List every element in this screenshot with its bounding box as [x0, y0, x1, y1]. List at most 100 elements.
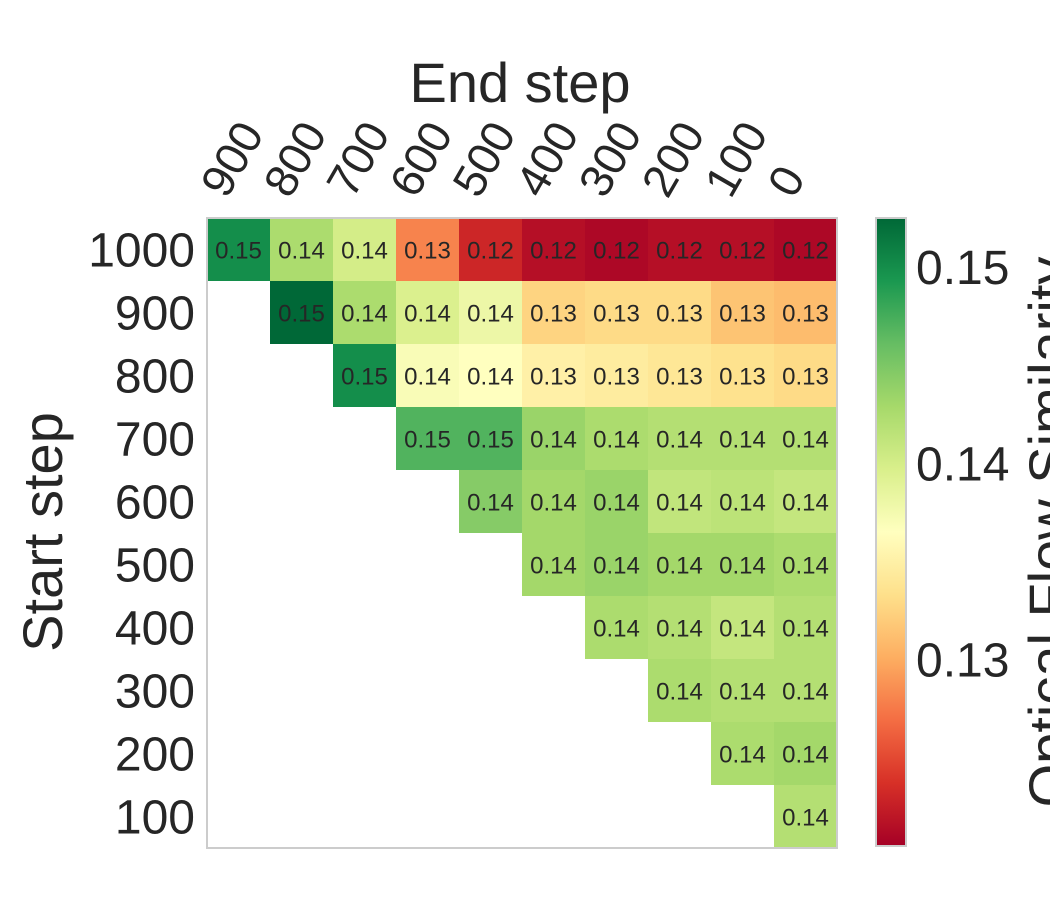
- heatmap-cell: [522, 533, 585, 596]
- heatmap-cell: [774, 533, 837, 596]
- y-tick-label: 300: [115, 666, 195, 719]
- x-tick-label: 200: [631, 113, 714, 205]
- y-tick-label: 800: [115, 351, 195, 404]
- cell-value-label: 0.14: [656, 679, 703, 706]
- cell-value-label: 0.12: [782, 238, 829, 265]
- colorbar-tick-label: 0.14: [916, 438, 1009, 491]
- heatmap-cell: [648, 281, 711, 344]
- heatmap-cell: [774, 218, 837, 281]
- cell-value-label: 0.14: [593, 553, 640, 580]
- cell-value-label: 0.14: [656, 616, 703, 643]
- heatmap-cell: [711, 659, 774, 722]
- x-tick-label: 100: [694, 113, 777, 205]
- heatmap-cell: [522, 344, 585, 407]
- heatmap-cell: [585, 407, 648, 470]
- heatmap-cell: [648, 470, 711, 533]
- y-tick-label: 500: [115, 540, 195, 593]
- cell-value-label: 0.14: [341, 238, 388, 265]
- heatmap-cell: [648, 344, 711, 407]
- heatmap-cell: [396, 281, 459, 344]
- heatmap-cell: [774, 596, 837, 659]
- heatmap-cell: [333, 218, 396, 281]
- x-axis-title: End step: [409, 51, 630, 114]
- heatmap-cell: [711, 596, 774, 659]
- cell-value-label: 0.12: [719, 238, 766, 265]
- cell-value-label: 0.12: [467, 238, 514, 265]
- heatmap-cell: [648, 218, 711, 281]
- cell-value-label: 0.15: [467, 427, 514, 454]
- cell-value-label: 0.14: [656, 427, 703, 454]
- cell-value-label: 0.14: [593, 427, 640, 454]
- cell-value-label: 0.14: [782, 553, 829, 580]
- y-tick-label: 1000: [88, 225, 195, 278]
- heatmap-cell: [774, 344, 837, 407]
- cell-value-label: 0.14: [719, 679, 766, 706]
- heatmap-cell: [774, 659, 837, 722]
- cell-value-label: 0.14: [782, 742, 829, 769]
- cell-value-label: 0.14: [341, 301, 388, 328]
- cell-value-label: 0.14: [782, 805, 829, 832]
- heatmap-cell: [585, 218, 648, 281]
- cell-value-label: 0.14: [530, 553, 577, 580]
- heatmap-cell: [774, 785, 837, 848]
- heatmap-cell: [459, 281, 522, 344]
- heatmap-cell: [459, 344, 522, 407]
- cell-value-label: 0.15: [341, 364, 388, 391]
- colorbar: 0.13 0.14 0.15: [875, 217, 1009, 847]
- heatmap-cell: [522, 407, 585, 470]
- heatmap-cell: [459, 218, 522, 281]
- heatmap-cell: [459, 470, 522, 533]
- heatmap-cell: [522, 281, 585, 344]
- x-tick-label: 500: [442, 113, 525, 205]
- heatmap-cell: [522, 218, 585, 281]
- heatmap-cell: [396, 407, 459, 470]
- heatmap-cell: [585, 344, 648, 407]
- cell-value-label: 0.14: [782, 490, 829, 517]
- cell-value-label: 0.14: [467, 490, 514, 517]
- cell-value-label: 0.13: [656, 301, 703, 328]
- y-tick-label: 700: [115, 414, 195, 467]
- cell-value-label: 0.13: [656, 364, 703, 391]
- cell-value-label: 0.14: [719, 427, 766, 454]
- x-tick-label: 300: [568, 113, 651, 205]
- x-tick-label: 800: [253, 113, 336, 205]
- heatmap-cell: [396, 218, 459, 281]
- y-axis-title: Start step: [11, 412, 74, 652]
- heatmap-cell: [459, 407, 522, 470]
- cell-value-label: 0.14: [404, 364, 451, 391]
- heatmap-cell: [585, 281, 648, 344]
- heatmap-cell: [774, 407, 837, 470]
- y-tick-label: 200: [115, 729, 195, 782]
- cell-value-label: 0.14: [593, 490, 640, 517]
- cell-value-label: 0.14: [278, 238, 325, 265]
- cell-value-label: 0.15: [215, 238, 262, 265]
- cell-value-label: 0.13: [782, 301, 829, 328]
- colorbar-title: Optical Flow Similarity: [1017, 257, 1050, 808]
- heatmap-cell: [774, 722, 837, 785]
- heatmap-cell: [774, 281, 837, 344]
- heatmap-cell: [711, 281, 774, 344]
- heatmap-cell: [585, 596, 648, 659]
- heatmap-cell: [207, 218, 270, 281]
- cell-value-label: 0.12: [530, 238, 577, 265]
- cell-value-labels: 0.15 0.14 0.14 0.13 0.12 0.12 0.12 0.12 0.12 0.12…: [215, 238, 829, 832]
- cell-value-label: 0.14: [782, 616, 829, 643]
- heatmap-cell: [711, 407, 774, 470]
- y-tick-label: 600: [115, 477, 195, 530]
- cell-value-label: 0.12: [656, 238, 703, 265]
- heatmap-cell: [648, 659, 711, 722]
- cell-value-label: 0.14: [719, 742, 766, 769]
- heatmap-cell: [774, 470, 837, 533]
- heatmap-cell: [270, 281, 333, 344]
- heatmap-cell: [711, 218, 774, 281]
- y-tick-label: 100: [115, 792, 195, 845]
- heatmap-cell: [711, 470, 774, 533]
- cell-value-label: 0.13: [719, 364, 766, 391]
- x-tick-label: 900: [190, 113, 273, 205]
- cell-value-label: 0.13: [404, 238, 451, 265]
- heatmap-cell: [333, 344, 396, 407]
- colorbar-tick-label: 0.13: [916, 635, 1009, 688]
- cell-value-label: 0.15: [278, 301, 325, 328]
